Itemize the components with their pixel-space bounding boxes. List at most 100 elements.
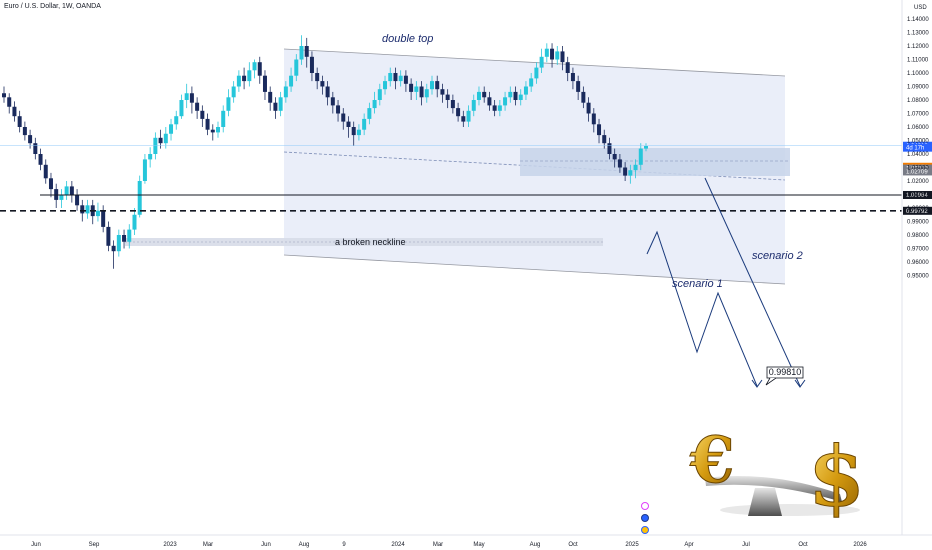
candle — [539, 48, 544, 73]
candle — [476, 86, 481, 106]
candle-body — [550, 48, 555, 60]
target-box-pointer — [765, 377, 777, 386]
x-tick-label: Jun — [31, 542, 41, 548]
candle — [356, 124, 361, 141]
x-tick-label: Mar — [433, 542, 443, 548]
candle — [440, 83, 445, 103]
candles-group — [2, 35, 648, 269]
candle-body — [398, 75, 403, 82]
candle — [628, 164, 633, 184]
candle — [174, 110, 179, 130]
candle-body — [325, 86, 330, 98]
candle — [633, 159, 638, 179]
price-tag-label: 4d 17h — [906, 146, 924, 152]
candle — [346, 116, 351, 138]
candle-body — [424, 89, 429, 98]
candle — [330, 91, 335, 114]
candle — [184, 83, 189, 109]
candle-body — [383, 81, 388, 90]
candle — [508, 86, 513, 103]
candle-body — [644, 145, 648, 149]
neckline-zone — [125, 238, 603, 246]
candle — [424, 83, 429, 103]
candle — [216, 121, 220, 138]
candle — [299, 35, 304, 65]
candle — [90, 199, 95, 225]
x-tick-label: 2023 — [163, 542, 177, 548]
y-tick-label: 1.01000 — [907, 193, 929, 199]
candle-body — [581, 91, 586, 103]
candle-body — [351, 127, 356, 136]
neckline-label: a broken neckline — [335, 237, 406, 247]
candle-body — [440, 89, 445, 95]
candle — [398, 70, 403, 87]
candle — [503, 91, 508, 111]
candle-body — [283, 86, 288, 98]
event-icon-1 — [641, 502, 649, 510]
candle — [163, 127, 168, 149]
candle-body — [273, 102, 278, 111]
price-tag-label: 1.02709 — [906, 169, 928, 175]
candle-body — [388, 73, 393, 82]
candle-body — [43, 164, 48, 179]
price-tag-bg — [903, 143, 932, 152]
candle — [320, 75, 325, 95]
candle — [570, 67, 575, 90]
candle-body — [586, 102, 591, 114]
candle — [393, 67, 398, 90]
candle-body — [75, 194, 80, 206]
candle — [111, 240, 116, 269]
candle — [471, 94, 476, 117]
candle — [367, 102, 372, 125]
candle — [283, 81, 288, 103]
candle-body — [430, 81, 434, 90]
candle-body — [184, 93, 189, 100]
event-icon-3 — [641, 526, 649, 534]
y-tick-label: 1.04000 — [907, 152, 929, 158]
x-tick-label: 9 — [342, 542, 346, 548]
scenario-1-arrow — [751, 379, 763, 388]
candle — [262, 70, 267, 100]
y-tick-label: 0.97000 — [907, 247, 929, 253]
y-tick-label: 0.98000 — [907, 233, 929, 239]
candle-body — [534, 67, 539, 79]
candle-body — [262, 75, 267, 92]
y-tick-label: 1.09000 — [907, 85, 929, 91]
double-top-label: double top — [382, 33, 433, 45]
price-tag-bg — [903, 167, 932, 176]
candle — [383, 75, 388, 95]
y-tick-label: 1.06000 — [907, 125, 929, 131]
candle-body — [132, 214, 137, 230]
candle-body — [497, 105, 502, 111]
candle — [289, 67, 294, 92]
price-axis: 1.14000 1.13000 1.12000 1.11000 1.10000 1.090… — [0, 0, 932, 536]
candle-body — [419, 86, 424, 98]
candle-body — [195, 102, 200, 111]
candle-body — [336, 105, 341, 114]
candle — [59, 189, 64, 208]
time-axis: Jun Sep 2023 Mar Jun Aug 9 2024 Mar May Aug Oct 2025… — [31, 542, 867, 548]
candle — [12, 101, 17, 122]
price-tag-bg — [903, 190, 932, 199]
candle — [137, 175, 142, 218]
candle-body — [226, 97, 231, 111]
candle-body — [403, 75, 408, 84]
y-tick-label: 1.07000 — [907, 112, 929, 118]
candle-body — [346, 121, 351, 127]
candle-body — [231, 86, 236, 98]
candle-body — [158, 137, 163, 144]
candle — [189, 86, 194, 114]
candle-body — [2, 93, 6, 98]
candle — [336, 100, 341, 122]
candle — [95, 202, 100, 222]
candle-body — [409, 83, 414, 92]
candle — [7, 93, 12, 114]
candle-body — [638, 148, 643, 165]
scenario-2-arrow — [794, 379, 806, 388]
candle — [200, 105, 205, 127]
scenario-1-label: scenario 1 — [672, 278, 723, 290]
event-icons[interactable] — [641, 502, 649, 534]
x-tick-label: 2024 — [391, 542, 405, 548]
candle-body — [22, 127, 27, 136]
